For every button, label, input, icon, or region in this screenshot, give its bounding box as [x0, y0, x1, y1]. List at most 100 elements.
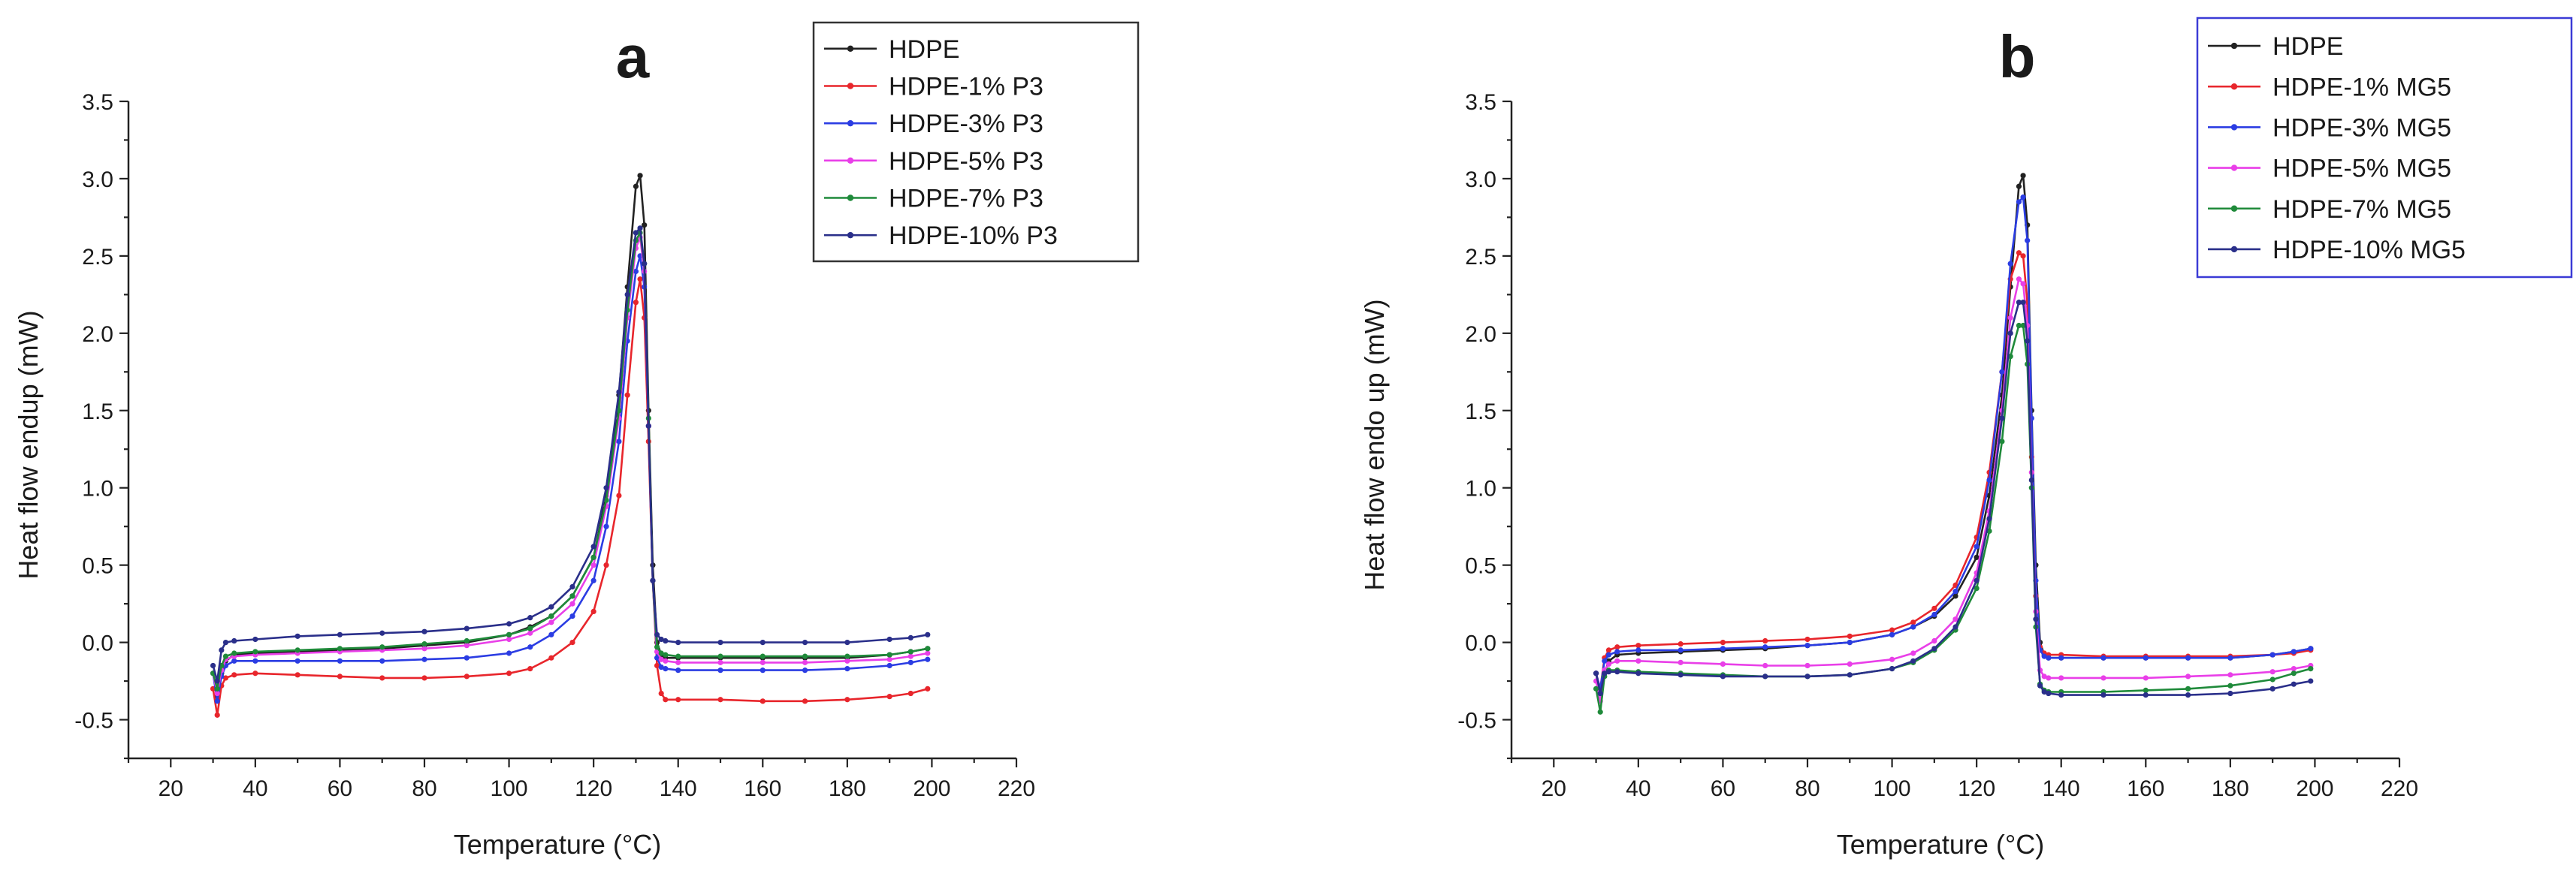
data-point: [1597, 709, 1603, 715]
data-point: [1910, 619, 1916, 625]
data-point: [2020, 300, 2026, 306]
data-point: [222, 653, 229, 659]
data-point: [548, 619, 554, 625]
data-point: [421, 656, 427, 662]
data-point: [1999, 438, 2005, 445]
data-point: [663, 637, 669, 644]
data-point: [379, 630, 385, 636]
data-point: [1952, 593, 1958, 599]
data-point: [1720, 661, 1726, 668]
data-point: [2007, 330, 2013, 336]
legend-item: HDPE-1% MG5: [2208, 73, 2451, 101]
data-point: [616, 389, 622, 395]
data-point: [506, 650, 512, 656]
data-point: [663, 697, 669, 703]
data-point: [2291, 665, 2297, 672]
data-point: [1720, 674, 1726, 680]
legend-item: HDPE-5% P3: [824, 147, 1043, 176]
data-point: [527, 630, 533, 636]
data-point: [658, 664, 664, 671]
data-point: [633, 183, 639, 189]
data-point: [337, 631, 343, 637]
legend-label: HDPE-1% P3: [889, 73, 1043, 101]
data-point: [1847, 633, 1853, 639]
data-point: [1678, 672, 1684, 678]
data-point: [252, 671, 258, 677]
data-point: [675, 668, 681, 674]
data-point: [2028, 477, 2034, 484]
data-point: [2227, 690, 2233, 697]
x-tick-label: 100: [1874, 776, 1911, 801]
legend-label: HDPE-1% MG5: [2272, 73, 2451, 101]
legend-marker: [2230, 164, 2238, 171]
data-point: [1889, 656, 1895, 662]
data-point: [1678, 641, 1684, 647]
data-point: [421, 628, 427, 634]
data-point: [603, 562, 609, 568]
data-point: [1602, 658, 1608, 664]
data-point: [464, 674, 470, 680]
data-point: [2227, 655, 2233, 661]
data-point: [925, 631, 931, 637]
data-point: [590, 554, 596, 560]
x-tick-label: 180: [2212, 776, 2249, 801]
data-point: [2269, 686, 2276, 692]
data-point: [1614, 649, 1620, 655]
data-point: [1720, 639, 1726, 646]
data-point: [1999, 415, 2005, 421]
y-axis-title: Heat flow endo up (mW): [1359, 299, 1390, 590]
data-point: [1720, 646, 1726, 652]
y-tick-label: 2.5: [82, 245, 113, 270]
data-point: [760, 659, 766, 665]
data-point: [717, 659, 723, 665]
data-point: [2041, 689, 2047, 695]
data-point: [616, 493, 622, 499]
series-line: [212, 236, 929, 695]
chart-panel-a: 20 40 60 80 100 120 140 160 180 200 220 -0.5 0.0 0.5 1…: [13, 21, 1140, 860]
data-point: [663, 652, 669, 658]
data-point: [2291, 671, 2297, 677]
data-point: [379, 675, 385, 681]
data-point: [650, 577, 656, 583]
data-point: [569, 593, 575, 599]
data-point: [1597, 690, 1603, 697]
data-point: [421, 675, 427, 681]
y-tick-label: 0.0: [82, 631, 113, 656]
x-tick-label: 100: [491, 776, 528, 801]
legend-box: [2196, 17, 2573, 279]
data-point: [663, 665, 669, 672]
data-point: [637, 276, 643, 282]
data-point: [527, 644, 533, 650]
data-point: [2185, 692, 2191, 698]
data-point: [642, 261, 648, 267]
data-point: [548, 604, 554, 610]
data-point: [2100, 692, 2106, 698]
data-point: [548, 613, 554, 619]
data-point: [294, 672, 300, 678]
series-hdpe-5pct-mg5: [1593, 276, 2314, 704]
data-point: [222, 675, 229, 681]
data-point: [2269, 677, 2276, 683]
data-point: [2291, 681, 2297, 687]
legend-marker: [847, 194, 854, 201]
data-point: [637, 173, 643, 179]
data-point: [654, 662, 660, 669]
legend-marker: [2230, 83, 2238, 90]
x-tick-label: 80: [412, 776, 436, 801]
data-point: [1986, 516, 1992, 522]
data-point: [464, 625, 470, 631]
data-point: [214, 712, 220, 718]
data-point: [2308, 665, 2314, 672]
legend-label: HDPE: [2272, 32, 2343, 61]
data-point: [252, 636, 258, 643]
y-tick-label: 0.5: [1465, 554, 1496, 579]
data-point: [2143, 655, 2149, 661]
data-point: [802, 668, 808, 674]
x-tick-label: 80: [1795, 776, 1820, 801]
data-point: [907, 634, 914, 641]
legend-marker: [847, 119, 854, 127]
data-point: [210, 662, 216, 669]
data-point: [2041, 674, 2047, 680]
data-point: [464, 655, 470, 661]
